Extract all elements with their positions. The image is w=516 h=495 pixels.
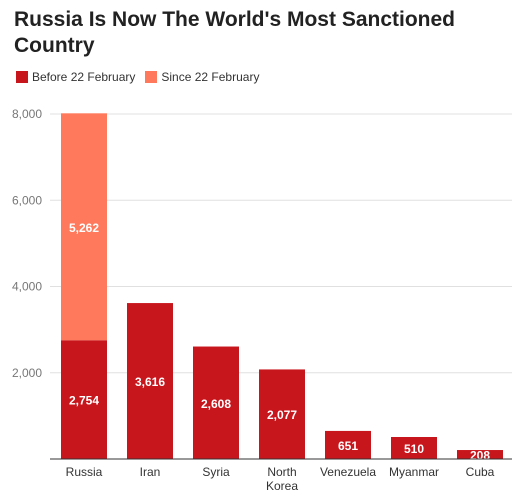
- legend-label-since: Since 22 February: [161, 70, 260, 84]
- bar-before: [193, 346, 239, 459]
- bar-value-label: 5,262: [69, 221, 99, 235]
- y-tick-label: 2,000: [12, 366, 42, 380]
- bar-value-label: 2,077: [267, 408, 297, 422]
- legend-label-before: Before 22 February: [32, 70, 136, 84]
- legend-swatch-since: [145, 71, 158, 83]
- y-tick-label: 6,000: [12, 193, 42, 207]
- x-category-label: Myanmar: [389, 465, 439, 479]
- bar-before: [61, 340, 107, 459]
- legend-item-before: Before 22 February: [16, 70, 135, 84]
- x-category-label: Cuba: [466, 465, 495, 479]
- bar-before: [391, 437, 437, 459]
- chart-title: Russia Is Now The World's Most Sanctione…: [14, 8, 455, 57]
- x-category-label: Syria: [202, 465, 230, 479]
- bar-value-label: 510: [404, 442, 424, 456]
- bar-value-label: 651: [338, 439, 358, 453]
- bar-value-label: 2,608: [201, 397, 231, 411]
- y-tick-label: 8,000: [12, 107, 42, 121]
- bar-value-label: 3,616: [135, 375, 165, 389]
- x-category-label: Venezuela: [320, 465, 376, 479]
- x-category-label: Russia: [66, 465, 103, 479]
- legend-swatch-before: [16, 71, 28, 83]
- bar-before: [127, 303, 173, 459]
- x-category-label: North: [267, 465, 296, 479]
- x-category-label: Iran: [140, 465, 161, 479]
- bar-since: [61, 113, 107, 341]
- bar-before: [457, 450, 503, 459]
- y-tick-label: 4,000: [12, 280, 42, 294]
- legend: Before 22 February Since 22 February: [16, 70, 269, 84]
- bar-before: [325, 430, 371, 459]
- bar-value-label: 208: [470, 449, 490, 463]
- legend-item-since: Since 22 February: [145, 70, 259, 84]
- bar-value-label: 2,754: [69, 394, 99, 408]
- x-category-label: Korea: [266, 479, 298, 493]
- bar-before: [259, 369, 305, 459]
